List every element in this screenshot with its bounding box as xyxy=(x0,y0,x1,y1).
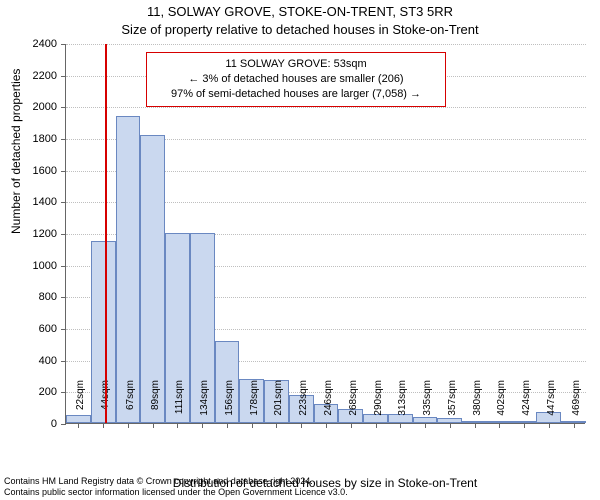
y-tick xyxy=(61,297,66,298)
histogram-bar xyxy=(116,116,141,423)
x-tick xyxy=(549,424,550,428)
x-tick xyxy=(425,424,426,428)
x-tick xyxy=(376,424,377,428)
x-tick xyxy=(574,424,575,428)
gridline xyxy=(66,44,586,45)
y-tick-label: 2400 xyxy=(17,38,57,50)
property-marker-line xyxy=(105,44,107,423)
annotation-box: 11 SOLWAY GROVE: 53sqm← 3% of detached h… xyxy=(146,52,446,107)
y-tick xyxy=(61,234,66,235)
y-tick xyxy=(61,329,66,330)
x-tick-label: 357sqm xyxy=(447,380,458,430)
x-tick xyxy=(301,424,302,428)
y-tick xyxy=(61,76,66,77)
chart-plot-area: 0200400600800100012001400160018002000220… xyxy=(65,44,585,424)
x-tick-label: 469sqm xyxy=(571,380,582,430)
y-tick-label: 0 xyxy=(17,418,57,430)
x-tick xyxy=(252,424,253,428)
x-tick-label: 424sqm xyxy=(521,380,532,430)
annotation-line: ← 3% of detached houses are smaller (206… xyxy=(155,72,437,87)
x-tick xyxy=(128,424,129,428)
y-tick-label: 1400 xyxy=(17,196,57,208)
page-title-line2: Size of property relative to detached ho… xyxy=(0,22,600,37)
y-tick xyxy=(61,392,66,393)
x-tick-label: 22sqm xyxy=(75,380,86,430)
y-tick xyxy=(61,139,66,140)
y-tick-label: 1200 xyxy=(17,228,57,240)
x-tick-label: 178sqm xyxy=(249,380,260,430)
x-tick-label: 268sqm xyxy=(348,380,359,430)
chart-axes: 0200400600800100012001400160018002000220… xyxy=(65,44,585,424)
page-title-line1: 11, SOLWAY GROVE, STOKE-ON-TRENT, ST3 5R… xyxy=(0,4,600,19)
x-tick-label: 313sqm xyxy=(397,380,408,430)
y-tick-label: 400 xyxy=(17,355,57,367)
x-tick-label: 134sqm xyxy=(199,380,210,430)
y-tick xyxy=(61,107,66,108)
y-tick xyxy=(61,424,66,425)
x-tick-label: 111sqm xyxy=(174,380,185,430)
x-tick xyxy=(202,424,203,428)
y-tick-label: 600 xyxy=(17,323,57,335)
x-tick xyxy=(276,424,277,428)
x-tick xyxy=(177,424,178,428)
y-tick-label: 1800 xyxy=(17,133,57,145)
x-tick-label: 67sqm xyxy=(125,380,136,430)
x-tick xyxy=(450,424,451,428)
x-tick-label: 246sqm xyxy=(323,380,334,430)
y-axis-label: Number of detached properties xyxy=(9,69,23,234)
x-tick xyxy=(326,424,327,428)
attribution-line2: Contains public sector information licen… xyxy=(4,487,348,498)
x-tick xyxy=(400,424,401,428)
y-tick xyxy=(61,202,66,203)
y-tick xyxy=(61,361,66,362)
x-tick-label: 380sqm xyxy=(472,380,483,430)
x-tick-label: 402sqm xyxy=(496,380,507,430)
x-tick xyxy=(103,424,104,428)
y-tick-label: 800 xyxy=(17,291,57,303)
attribution-line1: Contains HM Land Registry data © Crown c… xyxy=(4,476,348,487)
x-tick xyxy=(499,424,500,428)
x-tick-label: 156sqm xyxy=(224,380,235,430)
x-tick xyxy=(227,424,228,428)
x-tick xyxy=(78,424,79,428)
y-tick-label: 1000 xyxy=(17,260,57,272)
x-tick-label: 447sqm xyxy=(546,380,557,430)
x-tick xyxy=(153,424,154,428)
x-tick xyxy=(524,424,525,428)
y-tick-label: 1600 xyxy=(17,165,57,177)
gridline xyxy=(66,107,586,108)
x-tick-label: 201sqm xyxy=(273,380,284,430)
y-tick xyxy=(61,266,66,267)
y-tick-label: 200 xyxy=(17,386,57,398)
x-tick-label: 223sqm xyxy=(298,380,309,430)
y-tick xyxy=(61,171,66,172)
y-tick-label: 2200 xyxy=(17,70,57,82)
x-tick-label: 290sqm xyxy=(373,380,384,430)
x-tick xyxy=(351,424,352,428)
y-tick-label: 2000 xyxy=(17,101,57,113)
attribution: Contains HM Land Registry data © Crown c… xyxy=(4,476,348,499)
annotation-line: 11 SOLWAY GROVE: 53sqm xyxy=(155,57,437,72)
annotation-line: 97% of semi-detached houses are larger (… xyxy=(155,87,437,102)
y-tick xyxy=(61,44,66,45)
x-tick-label: 335sqm xyxy=(422,380,433,430)
x-tick-label: 89sqm xyxy=(150,380,161,430)
x-tick xyxy=(475,424,476,428)
